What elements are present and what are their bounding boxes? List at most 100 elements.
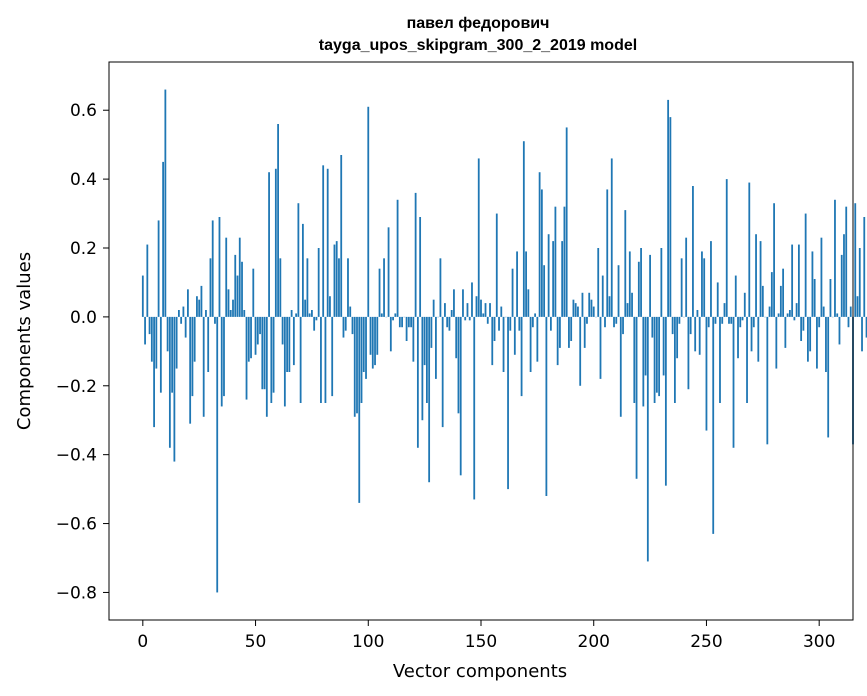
bar-18 bbox=[182, 306, 185, 317]
bar-69 bbox=[297, 203, 300, 317]
bar-266 bbox=[741, 316, 744, 321]
bar-86 bbox=[335, 241, 338, 317]
bar-22 bbox=[191, 316, 194, 397]
bar-221 bbox=[640, 248, 642, 317]
bar-181 bbox=[549, 316, 552, 331]
bar-135 bbox=[446, 316, 449, 328]
bar-74 bbox=[308, 313, 311, 317]
bar-298 bbox=[813, 279, 816, 317]
bar-45 bbox=[243, 310, 246, 317]
bar-159 bbox=[500, 306, 503, 317]
bar-34 bbox=[218, 217, 221, 317]
bar-93 bbox=[351, 316, 354, 335]
bar-211 bbox=[617, 265, 620, 317]
bar-228 bbox=[655, 316, 658, 393]
bar-82 bbox=[326, 168, 329, 317]
bar-66 bbox=[290, 310, 293, 317]
bar-284 bbox=[782, 268, 785, 317]
bar-254 bbox=[714, 316, 717, 324]
bar-288 bbox=[791, 244, 794, 317]
bar-294 bbox=[804, 213, 807, 317]
bar-96 bbox=[358, 316, 361, 503]
bar-41 bbox=[234, 254, 237, 317]
bar-173 bbox=[531, 316, 534, 328]
bar-236 bbox=[673, 316, 676, 403]
bar-165 bbox=[513, 316, 516, 355]
bar-73 bbox=[306, 258, 309, 317]
bar-46 bbox=[245, 316, 248, 400]
bar-206 bbox=[606, 189, 609, 317]
bar-219 bbox=[635, 316, 638, 479]
bar-8 bbox=[159, 316, 162, 393]
bar-186 bbox=[561, 241, 564, 317]
bar-305 bbox=[829, 279, 832, 317]
bar-30 bbox=[209, 258, 212, 317]
bar-184 bbox=[556, 316, 559, 366]
bar-101 bbox=[369, 316, 372, 355]
bar-195 bbox=[581, 292, 584, 317]
bar-252 bbox=[710, 241, 712, 317]
chart-title: павел федорович bbox=[407, 15, 550, 32]
bar-231 bbox=[662, 316, 665, 376]
bar-207 bbox=[608, 296, 611, 317]
bar-155 bbox=[491, 316, 494, 366]
bar-94 bbox=[353, 316, 356, 417]
bar-227 bbox=[653, 316, 656, 403]
bar-263 bbox=[734, 275, 737, 317]
bar-268 bbox=[746, 316, 748, 403]
bar-88 bbox=[340, 155, 343, 317]
bar-167 bbox=[518, 316, 521, 331]
bar-55 bbox=[265, 316, 268, 417]
bar-150 bbox=[480, 299, 482, 317]
bar-226 bbox=[651, 316, 654, 338]
plot-frame bbox=[108, 61, 854, 621]
bar-9 bbox=[162, 161, 165, 317]
bar-105 bbox=[378, 268, 381, 317]
bar-183 bbox=[554, 206, 557, 317]
y-tick-label: −0.4 bbox=[56, 446, 97, 466]
bar-123 bbox=[419, 217, 422, 317]
bar-111 bbox=[392, 316, 394, 321]
bar-104 bbox=[376, 316, 379, 355]
bar-142 bbox=[462, 289, 464, 317]
bar-310 bbox=[840, 254, 843, 317]
bar-205 bbox=[604, 316, 606, 328]
bar-281 bbox=[775, 316, 778, 369]
bar-153 bbox=[486, 316, 489, 324]
bar-253 bbox=[712, 316, 715, 534]
bar-256 bbox=[719, 316, 721, 403]
y-tick-label: 0.6 bbox=[70, 101, 97, 121]
bar-90 bbox=[344, 316, 347, 331]
bar-279 bbox=[770, 272, 773, 317]
bar-166 bbox=[516, 251, 518, 317]
bar-27 bbox=[202, 316, 205, 417]
x-tick-label: 50 bbox=[245, 632, 267, 652]
bar-285 bbox=[784, 316, 787, 348]
bar-97 bbox=[360, 316, 363, 403]
bar-187 bbox=[563, 206, 566, 317]
bar-49 bbox=[252, 268, 255, 317]
bar-25 bbox=[198, 299, 201, 317]
bar-132 bbox=[439, 258, 442, 317]
bar-188 bbox=[565, 127, 568, 317]
bar-158 bbox=[498, 316, 500, 331]
bar-140 bbox=[457, 316, 460, 414]
x-tick-label: 150 bbox=[465, 632, 497, 652]
y-tick-label: −0.8 bbox=[56, 583, 97, 603]
bar-287 bbox=[788, 310, 791, 317]
bar-179 bbox=[545, 316, 548, 496]
bar-245 bbox=[694, 316, 697, 352]
bar-185 bbox=[559, 316, 561, 348]
bar-164 bbox=[511, 268, 514, 317]
bar-304 bbox=[827, 316, 830, 438]
bar-260 bbox=[728, 316, 730, 324]
bar-160 bbox=[502, 316, 505, 372]
bar-38 bbox=[227, 289, 230, 317]
bar-28 bbox=[205, 310, 207, 317]
bar-3 bbox=[148, 316, 151, 335]
bar-222 bbox=[642, 316, 645, 407]
bar-299 bbox=[816, 316, 818, 369]
bar-303 bbox=[825, 316, 827, 372]
bar-134 bbox=[444, 303, 446, 317]
bar-2 bbox=[146, 244, 149, 317]
